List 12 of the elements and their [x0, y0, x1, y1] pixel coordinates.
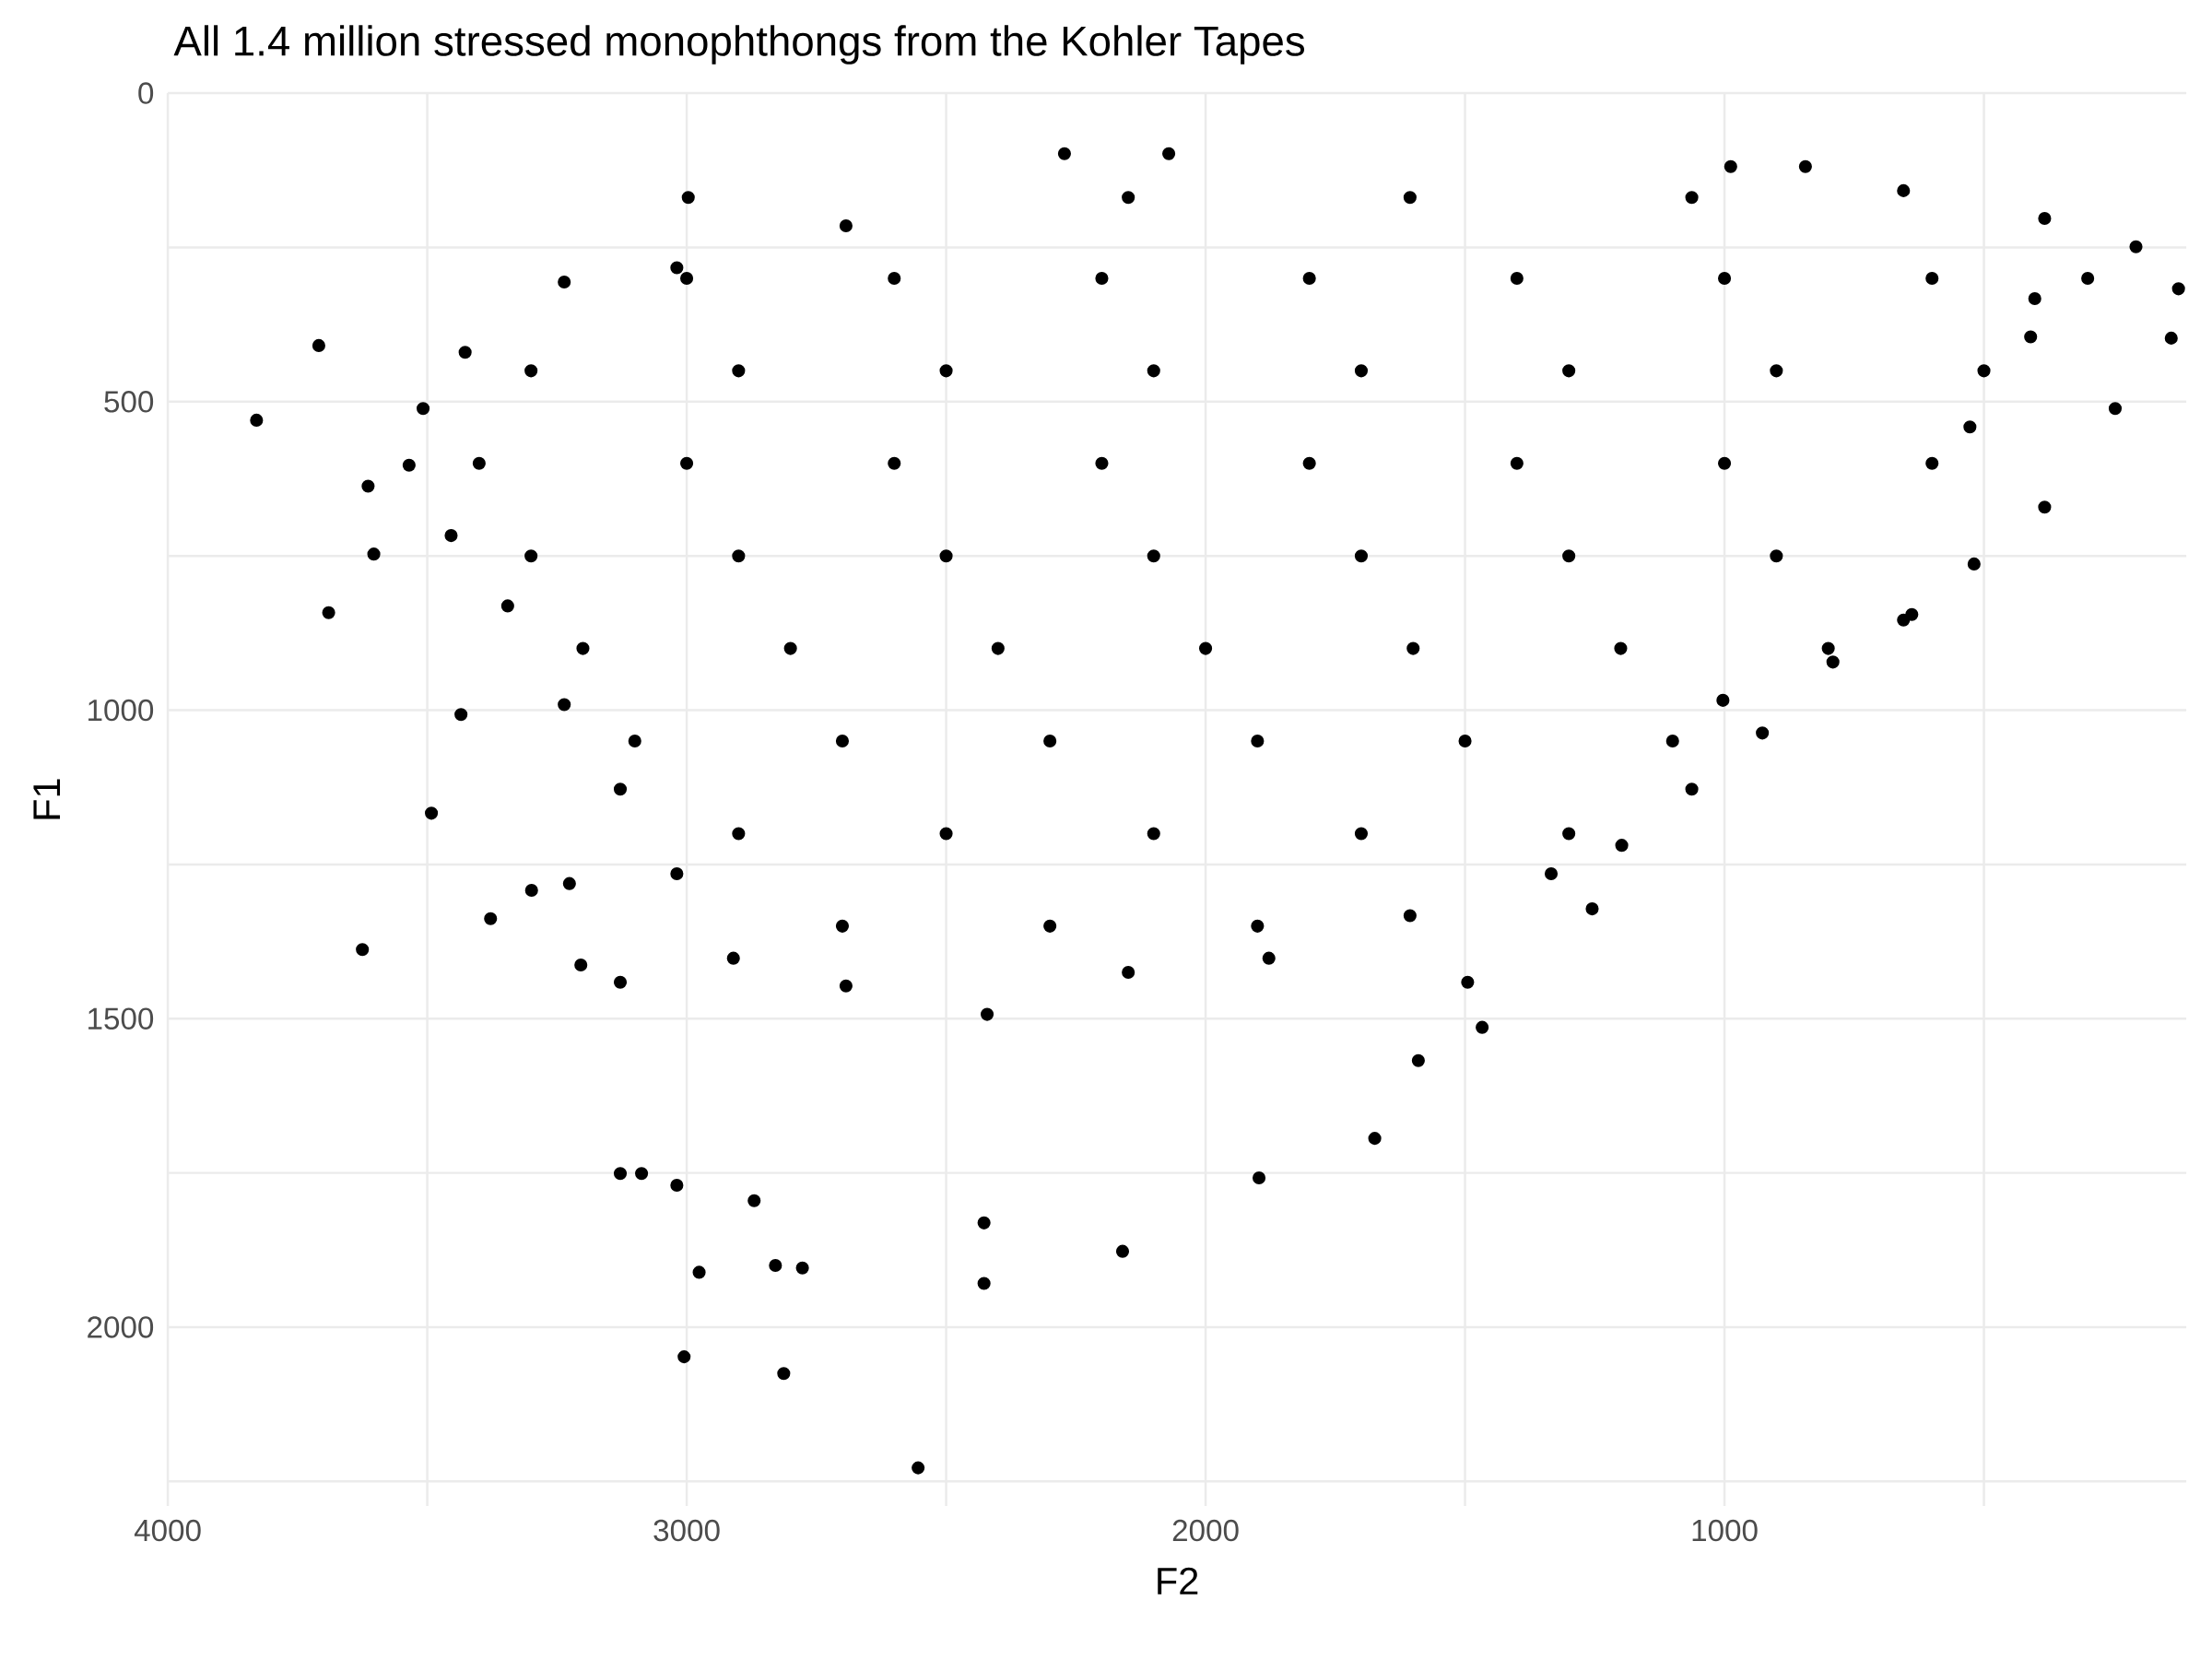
y-axis-title: F1	[33, 779, 61, 819]
x-tick-label: 4000	[134, 1519, 201, 1542]
y-tick-label: 500	[104, 391, 154, 413]
x-axis-title: F2	[1158, 1567, 1198, 1594]
x-tick-label: 2000	[1172, 1519, 1239, 1542]
y-tick-label: 2000	[88, 1316, 154, 1338]
x-tick-label: 3000	[653, 1519, 720, 1542]
x-tick-label: 1000	[1692, 1519, 1758, 1542]
y-tick-label: 1500	[88, 1007, 154, 1030]
chart-title: All 1.4 million stressed monophthongs from the Kohler Tapes	[173, 25, 1305, 65]
y-tick-label: 0	[138, 82, 154, 104]
y-tick-label: 1000	[88, 699, 154, 722]
